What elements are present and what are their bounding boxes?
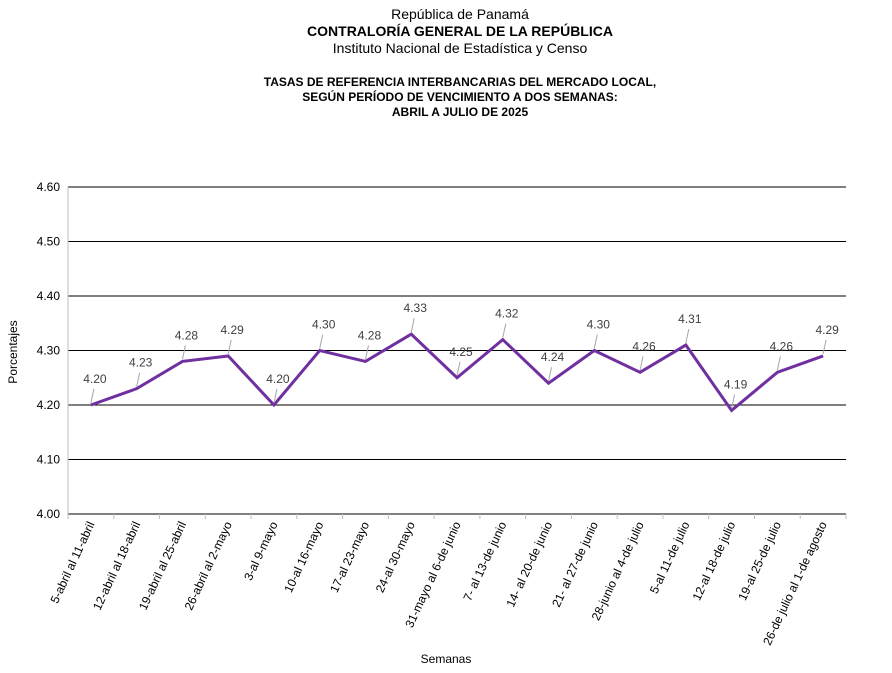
label-leader [181,345,186,360]
label-leader [776,356,781,371]
label-leader [822,339,827,355]
value-label: 4.20 [266,372,290,386]
value-label: 4.26 [770,339,794,353]
value-label: 4.24 [541,350,565,364]
y-axis-label: Porcentajes [6,320,20,383]
value-label: 4.33 [404,301,428,315]
y-tick-label: 4.60 [37,180,61,194]
header-line: República de Panamá [391,6,529,22]
label-leader [90,388,95,404]
value-label: 4.20 [83,372,107,386]
label-leader [502,323,507,338]
value-label: 4.19 [724,377,748,391]
x-axis-label: Semanas [421,652,472,666]
value-label: 4.23 [129,356,153,370]
y-tick-label: 4.30 [37,344,61,358]
label-leader [685,328,690,344]
chart-title: ABRIL A JULIO DE 2025 [392,105,529,119]
label-leader [364,345,369,360]
value-label: 4.31 [678,312,702,326]
value-label: 4.30 [312,318,336,332]
label-leader [548,367,553,382]
label-leader [593,334,598,349]
value-label: 4.25 [449,345,473,359]
value-label: 4.28 [175,328,199,342]
value-label: 4.29 [815,323,839,337]
label-leader [273,388,278,404]
value-label: 4.32 [495,307,519,321]
header-line: CONTRALORÍA GENERAL DE LA REPÚBLICA [307,22,613,39]
y-tick-label: 4.40 [37,289,61,303]
y-tick-label: 4.10 [37,453,61,467]
value-label: 4.28 [358,328,382,342]
chart-title: SEGÚN PERÍODO DE VENCIMIENTO A DOS SEMAN… [302,89,618,104]
value-label: 4.29 [220,323,244,337]
label-leader [136,372,141,387]
data-line [90,332,824,413]
label-leader [227,339,232,355]
label-leader [319,334,324,349]
label-leader [731,394,736,409]
y-tick-label: 4.00 [37,507,61,521]
label-leader [410,318,415,333]
value-label: 4.26 [632,339,656,353]
value-label: 4.30 [587,318,611,332]
chart-title: TASAS DE REFERENCIA INTERBANCARIAS DEL M… [264,75,656,89]
label-leader [456,361,461,376]
header-line: Instituto Nacional de Estadística y Cens… [333,40,588,56]
y-tick-label: 4.50 [37,235,61,249]
label-leader [639,356,644,371]
y-tick-label: 4.20 [37,398,61,412]
